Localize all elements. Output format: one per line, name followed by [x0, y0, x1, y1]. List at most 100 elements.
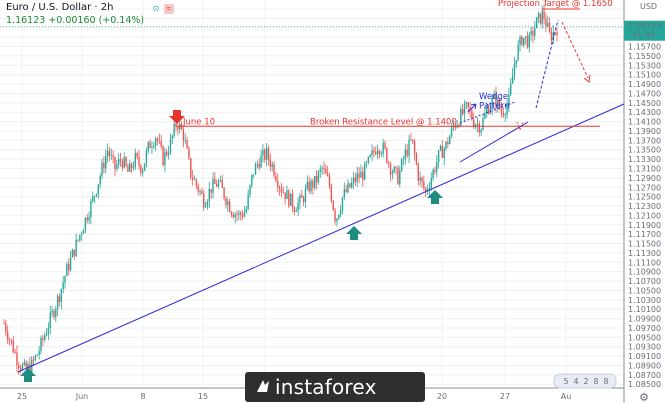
candle-body [402, 159, 405, 160]
y-tick-label: 1.12900 [628, 174, 661, 183]
y-tick-label: 1.15500 [628, 52, 661, 61]
candle-body [306, 181, 309, 189]
timeframe-digit: 2 [583, 377, 588, 386]
y-tick-label: 1.11300 [628, 249, 661, 258]
instaforex-logo-icon [257, 380, 269, 392]
candle-body [6, 332, 9, 340]
candle-body [295, 210, 297, 212]
candle-body [197, 185, 199, 192]
candle-body [217, 181, 220, 187]
candle-body [206, 201, 209, 207]
candle-body [443, 148, 445, 158]
candle-body [482, 118, 484, 130]
candle-body [556, 32, 558, 36]
candle-body [60, 289, 63, 302]
y-tick-label: 1.08700 [628, 371, 661, 380]
candle-body [325, 168, 327, 174]
candle-body [284, 192, 286, 200]
candle-body [486, 108, 488, 114]
candle-body [517, 44, 519, 61]
candle-body [288, 190, 290, 206]
date-label: June 10 [182, 117, 215, 127]
candle-body [439, 145, 442, 151]
candle-body [397, 168, 399, 185]
candle-body [19, 367, 22, 370]
candle-body [321, 167, 323, 169]
candle-body [421, 177, 423, 182]
candle-body [511, 75, 514, 84]
candle-body [280, 188, 283, 193]
candle-body [417, 164, 419, 181]
y-tick-label: 1.11700 [628, 230, 661, 239]
projection-label: Projection Target @ 1.1650 [498, 0, 613, 9]
y-tick-label: 1.13100 [628, 165, 661, 174]
settings-icon[interactable]: ⚙ [639, 392, 649, 403]
hide-icon[interactable]: ⊙ [152, 4, 160, 13]
candle-body [506, 105, 508, 115]
candle-body [190, 158, 192, 178]
candle-body [375, 152, 377, 155]
candle-body [328, 175, 331, 187]
candle-body [3, 323, 5, 325]
candle-body [343, 189, 346, 198]
candle-body [463, 103, 466, 114]
candle-body [354, 177, 357, 182]
candle-body [367, 156, 370, 163]
candle-body [56, 296, 59, 309]
y-axis-pane[interactable] [624, 0, 665, 403]
candle-body [238, 212, 240, 215]
candle-body [291, 193, 294, 208]
y-tick-label: 1.08900 [628, 361, 661, 370]
y-tick-label: 1.13300 [628, 155, 661, 164]
candle-body [101, 162, 103, 177]
price-tag: 1.16123 [628, 22, 661, 31]
candle-body [8, 339, 11, 341]
candle-body [339, 209, 342, 215]
candle-body [471, 110, 473, 120]
time-tag: 31:42 [632, 31, 655, 40]
candle-body [69, 257, 72, 271]
y-tick-label: 1.15700 [628, 43, 661, 52]
candle-body [188, 148, 190, 159]
candle-body [42, 337, 44, 340]
candle-body [399, 170, 401, 185]
candle-body [537, 13, 540, 18]
wave-icon[interactable]: ≈ [164, 4, 174, 14]
candle-body [132, 166, 135, 169]
up-arrow-icon [346, 226, 362, 240]
candle-body [240, 212, 242, 215]
up-arrow-icon [427, 190, 443, 204]
candle-body [382, 143, 384, 154]
timeframe-widget[interactable] [553, 373, 617, 389]
candle-body [297, 202, 299, 211]
candle-body [412, 139, 414, 142]
candle-body [362, 171, 364, 180]
candle-body [258, 164, 260, 168]
candle-body [352, 177, 355, 183]
wedge-upper-line [459, 101, 516, 124]
candle-body [193, 179, 196, 181]
candle-body [82, 230, 85, 234]
y-tick-label: 1.13500 [628, 146, 661, 155]
y-tick-label: 1.13900 [628, 127, 661, 136]
candle-body [293, 207, 296, 212]
candle-body [545, 18, 547, 27]
candle-body [523, 37, 525, 46]
candle-body [66, 263, 68, 277]
chart-title: Euro / U.S. Dollar · 2h [6, 2, 114, 13]
projection-arrow-icon [583, 74, 591, 83]
candle-body [171, 135, 174, 139]
y-tick-label: 1.10500 [628, 286, 661, 295]
plot-area[interactable] [0, 0, 624, 388]
candle-body [312, 180, 314, 188]
candle-body [142, 170, 144, 173]
candle-body [267, 148, 270, 160]
x-tick-label: 27 [500, 392, 510, 401]
candle-body [203, 193, 205, 208]
candle-body [228, 201, 231, 212]
candle-body [304, 188, 307, 203]
candle-body [5, 323, 7, 333]
candle-body [363, 163, 366, 180]
candle-body [336, 218, 338, 222]
